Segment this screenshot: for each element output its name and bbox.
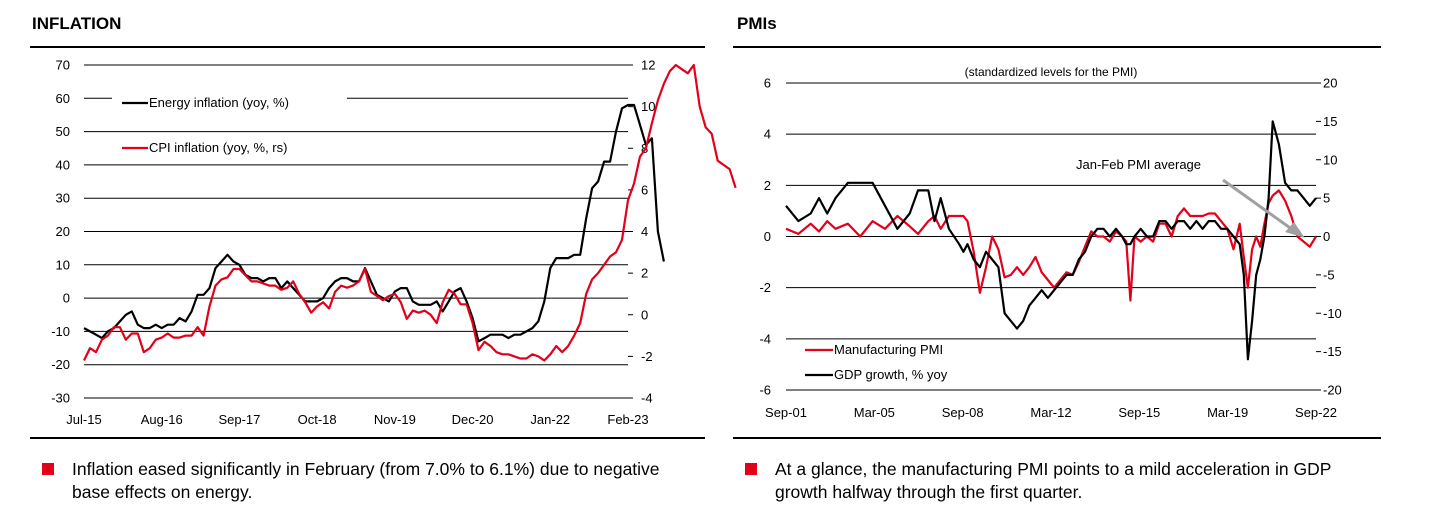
subtitle-background — [933, 62, 1173, 80]
inflation-chart: -30-20-10010203040506070-4-2024681012Jul… — [51, 58, 737, 427]
y-tick-label-right: -15 — [1323, 344, 1342, 359]
top-rule-left — [30, 46, 705, 48]
y-tick-label-right: -2 — [641, 349, 653, 364]
legend-background — [801, 365, 951, 386]
x-tick-label: Sep-22 — [1295, 405, 1337, 420]
y-tick-label-left: -10 — [51, 324, 70, 339]
x-tick-label: Sep-01 — [765, 405, 807, 420]
y-tick-label-left: 60 — [56, 91, 70, 106]
y-tick-label-right: 0 — [641, 307, 648, 322]
y-tick-label-right: 4 — [641, 224, 648, 239]
x-tick-label: Sep-17 — [218, 412, 260, 427]
y-tick-label-right: -4 — [641, 391, 653, 406]
bottom-rule-right — [733, 437, 1381, 439]
pmi-panel-title: PMIs — [737, 14, 777, 33]
bullet-text: At a glance, the manufacturing PMI point… — [775, 459, 1332, 502]
series-line-left-axis — [785, 189, 1317, 302]
annotation-label: Jan-Feb PMI average — [1076, 157, 1201, 172]
y-tick-label-right: -10 — [1323, 306, 1342, 321]
annotation-arrow-shaft — [1222, 178, 1294, 232]
legend-background — [112, 93, 347, 115]
series-line-right-axis — [785, 120, 1317, 361]
series-line-left-axis — [83, 103, 665, 343]
x-tick-label: Feb-23 — [607, 412, 648, 427]
x-tick-label: Mar-12 — [1030, 405, 1071, 420]
bullet-text: Inflation eased significantly in Februar… — [72, 459, 660, 502]
y-tick-label-left: 4 — [764, 127, 771, 142]
x-tick-label: Sep-08 — [942, 405, 984, 420]
y-tick-label-left: 40 — [56, 157, 70, 172]
x-tick-label: Nov-19 — [374, 412, 416, 427]
bullet-square-icon — [42, 463, 54, 475]
legend-label: CPI inflation (yoy, %, rs) — [149, 140, 287, 155]
x-tick-label: Oct-18 — [298, 412, 337, 427]
series-line-right-axis — [83, 63, 737, 362]
x-tick-label: Mar-19 — [1207, 405, 1248, 420]
y-tick-label-right: 20 — [1323, 76, 1337, 91]
chart-subtitle: (standardized levels for the PMI) — [965, 65, 1138, 79]
y-tick-label-right: 2 — [641, 266, 648, 281]
legend-label: Manufacturing PMI — [834, 342, 943, 357]
y-tick-label-left: -2 — [759, 280, 771, 295]
y-tick-label-right: 5 — [1323, 191, 1330, 206]
inflation-panel-title: INFLATION — [32, 14, 122, 33]
y-tick-label-right: 0 — [1323, 229, 1330, 244]
y-tick-label-left: 0 — [764, 229, 771, 244]
y-tick-label-left: 50 — [56, 124, 70, 139]
top-rule-right — [733, 46, 1381, 48]
legend-background — [112, 138, 347, 160]
y-tick-label-right: 6 — [641, 182, 648, 197]
x-tick-label: Mar-05 — [854, 405, 895, 420]
legend-label: Energy inflation (yoy, %) — [149, 95, 289, 110]
y-tick-label-right: 12 — [641, 58, 655, 73]
x-tick-label: Jul-15 — [66, 412, 101, 427]
bullet-square-icon — [745, 463, 757, 475]
y-tick-label-left: 20 — [56, 224, 70, 239]
y-tick-label-left: 0 — [63, 291, 70, 306]
y-tick-label-left: 70 — [56, 58, 70, 73]
y-tick-label-right: -20 — [1323, 383, 1342, 398]
legend-background — [801, 340, 951, 361]
bottom-rule-left — [30, 437, 705, 439]
y-tick-label-right: 15 — [1323, 114, 1337, 129]
legend-label: GDP growth, % yoy — [834, 367, 948, 382]
x-tick-label: Dec-20 — [452, 412, 494, 427]
x-tick-label: Jan-22 — [530, 412, 570, 427]
y-tick-label-left: 30 — [56, 191, 70, 206]
y-tick-label-right: 10 — [641, 99, 655, 114]
y-tick-label-left: -20 — [51, 357, 70, 372]
y-tick-label-left: 6 — [764, 76, 771, 91]
y-tick-label-left: -4 — [759, 331, 771, 346]
y-tick-label-left: 2 — [764, 178, 771, 193]
annotation-arrowhead-icon — [1285, 222, 1305, 238]
y-tick-label-left: -6 — [759, 383, 771, 398]
x-tick-label: Sep-15 — [1118, 405, 1160, 420]
y-tick-label-right: 10 — [1323, 152, 1337, 167]
x-tick-label: Aug-16 — [141, 412, 183, 427]
y-tick-label-left: 10 — [56, 257, 70, 272]
y-tick-label-right: -5 — [1323, 267, 1335, 282]
y-tick-label-left: -30 — [51, 391, 70, 406]
